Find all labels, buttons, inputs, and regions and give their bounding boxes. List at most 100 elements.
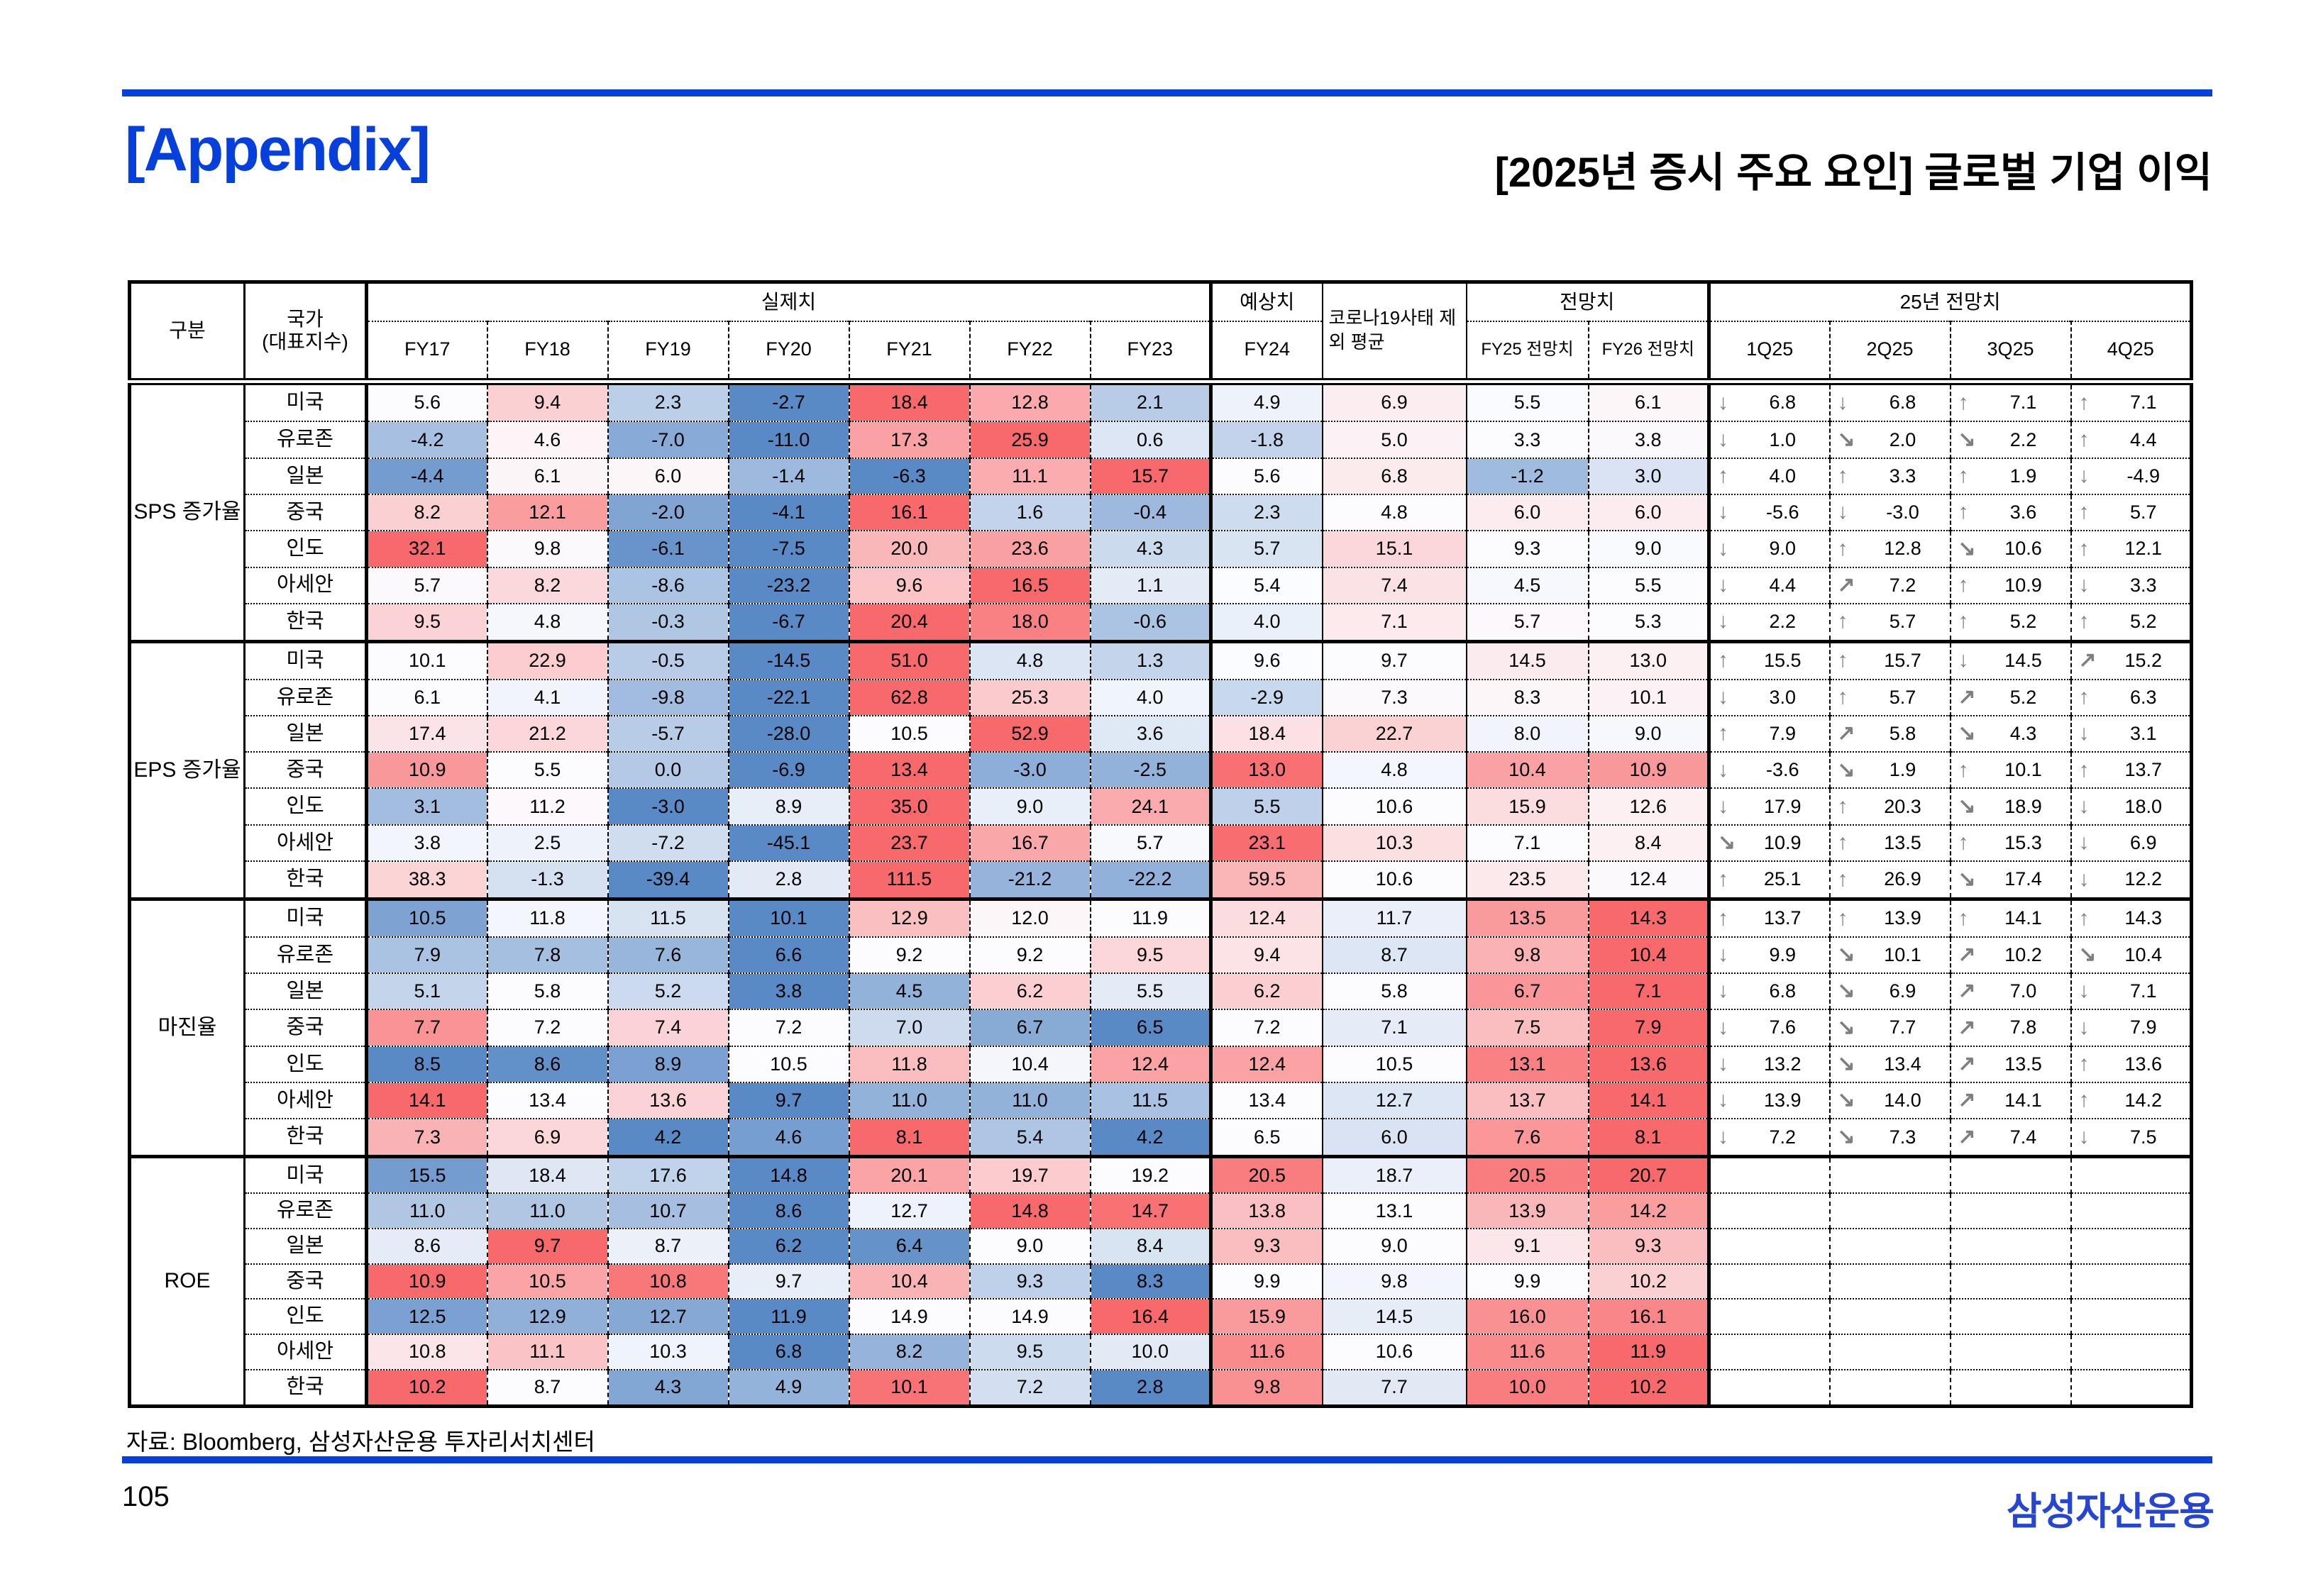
value-cell: -1.4 [728, 458, 850, 495]
value-cell: 4.3 [1090, 531, 1213, 568]
value-cell: 9.7 [728, 1082, 850, 1120]
trend-down-icon: ↓ [1837, 500, 1848, 524]
value-cell: 14.7 [1090, 1193, 1213, 1229]
value-cell: 8.0 [1466, 715, 1589, 753]
quarter-cell: ↓ 1.0 [1709, 421, 1831, 459]
trend-down-icon: ↓ [1718, 1015, 1729, 1039]
quarter-cell: ↓ 7.6 [1709, 1009, 1831, 1047]
quarter-cell: ↘ 10.1 [1829, 936, 1951, 975]
value-cell: 5.7 [1466, 603, 1589, 643]
value-cell: 9.7 [728, 1263, 850, 1300]
value-cell: 4.8 [487, 603, 609, 643]
col-header-FY17: FY17 [366, 321, 488, 385]
quarter-cell [2070, 1299, 2192, 1335]
value-cell: 9.7 [1322, 641, 1467, 680]
quarter-cell [1950, 1299, 2072, 1335]
quarter-value: 17.9 [1764, 795, 1802, 817]
value-cell: 32.1 [366, 531, 488, 568]
quarter-value: 18.9 [2004, 795, 2042, 817]
trend-down-icon: ↓ [1718, 500, 1729, 524]
value-cell: 16.4 [1090, 1299, 1213, 1335]
value-cell: 38.3 [366, 860, 488, 901]
value-cell: 12.5 [366, 1299, 488, 1335]
value-cell: 9.4 [487, 381, 609, 423]
quarter-cell: ↓ 7.5 [2070, 1119, 2192, 1159]
quarter-cell: ↘ 2.2 [1950, 421, 2072, 459]
value-cell: -6.9 [728, 752, 850, 789]
value-cell: -22.1 [728, 679, 850, 716]
quarter-cell: ↗ 7.2 [1829, 567, 1951, 604]
quarter-value: 13.5 [2004, 1053, 2042, 1075]
trend-downright-icon: ↘ [1958, 427, 1976, 451]
quarter-cell: ↑ 14.2 [2070, 1082, 2192, 1120]
quarter-cell: ↑ 14.3 [2070, 899, 2192, 938]
value-cell: 10.2 [1588, 1263, 1711, 1300]
quarter-value: 17.4 [2004, 868, 2042, 890]
country-label: 아세안 [244, 824, 368, 862]
trend-up-icon: ↑ [1718, 464, 1729, 488]
col-header-FY20: FY20 [728, 321, 850, 385]
value-cell: -9.8 [607, 679, 729, 716]
value-cell: 62.8 [849, 679, 971, 716]
country-label: 유로존 [244, 1193, 368, 1229]
corona-avg-header: 코로나19사태 제외 평균 [1322, 282, 1467, 385]
value-cell: -22.2 [1090, 860, 1213, 901]
quarter-cell: ↓ 17.9 [1709, 788, 1831, 826]
value-cell: 9.8 [1210, 1369, 1323, 1407]
col-header-forecast-1: FY26 전망치 [1588, 321, 1711, 385]
trend-up-icon: ↑ [1958, 758, 1969, 782]
quarter-value: 13.7 [1764, 907, 1802, 929]
value-cell: 10.8 [607, 1263, 729, 1300]
trend-down-icon: ↓ [2078, 721, 2090, 746]
value-cell: 7.8 [487, 936, 609, 975]
value-cell: 14.3 [1588, 899, 1711, 938]
value-cell: 3.1 [366, 788, 488, 826]
value-cell: 7.9 [1588, 1009, 1711, 1047]
value-cell: 11.1 [969, 458, 1091, 495]
quarter-cell: ↑ 5.7 [2070, 494, 2192, 532]
quarter-cell: ↗ 5.2 [1950, 679, 2072, 716]
value-cell: 16.7 [969, 824, 1091, 862]
value-cell: -45.1 [728, 824, 850, 862]
country-label: 중국 [244, 1009, 368, 1047]
value-cell: 9.0 [1588, 715, 1711, 753]
value-cell: 20.0 [849, 531, 971, 568]
value-cell: 6.0 [1588, 494, 1711, 532]
trend-up-icon: ↑ [2078, 609, 2090, 633]
value-cell: 18.0 [969, 603, 1091, 643]
value-cell: 8.6 [728, 1193, 850, 1229]
quarter-value: 18.0 [2124, 795, 2163, 817]
value-cell: 25.3 [969, 679, 1091, 716]
country-header: 국가 (대표지수) [244, 282, 368, 385]
quarter-value: 7.2 [1769, 1126, 1797, 1148]
value-cell: -0.6 [1090, 603, 1213, 643]
trend-down-icon: ↓ [2078, 572, 2090, 597]
value-cell: 9.7 [487, 1228, 609, 1265]
value-cell: 12.4 [1588, 860, 1711, 901]
value-cell: -14.5 [728, 641, 850, 680]
quarter-cell: ↑ 7.1 [1950, 381, 2072, 423]
value-cell: 6.1 [1588, 381, 1711, 423]
value-cell: 0.0 [607, 752, 729, 789]
quarter-value: -3.6 [1766, 759, 1799, 781]
page-number: 105 [122, 1481, 170, 1512]
value-cell: 6.9 [487, 1119, 609, 1159]
value-cell: 8.7 [607, 1228, 729, 1265]
value-cell: 11.5 [1090, 1082, 1213, 1120]
value-cell: 6.6 [728, 936, 850, 975]
value-cell: 6.8 [1322, 458, 1467, 495]
quarter-value: 7.8 [2009, 1016, 2037, 1038]
value-cell: 8.1 [849, 1119, 971, 1159]
value-cell: 6.0 [607, 458, 729, 495]
value-cell: 3.3 [1466, 421, 1589, 459]
quarter-value: 2.2 [1769, 611, 1797, 633]
value-cell: 12.9 [487, 1299, 609, 1335]
value-cell: 9.5 [1090, 936, 1213, 975]
value-cell: 10.5 [849, 715, 971, 753]
trend-down-icon: ↓ [2078, 794, 2090, 818]
quarter-cell: ↑ 1.9 [1950, 458, 2072, 495]
value-cell: 13.1 [1322, 1193, 1467, 1229]
quarter-cell [1829, 1299, 1951, 1335]
value-cell: 5.7 [366, 567, 488, 604]
value-cell: 16.5 [969, 567, 1091, 604]
